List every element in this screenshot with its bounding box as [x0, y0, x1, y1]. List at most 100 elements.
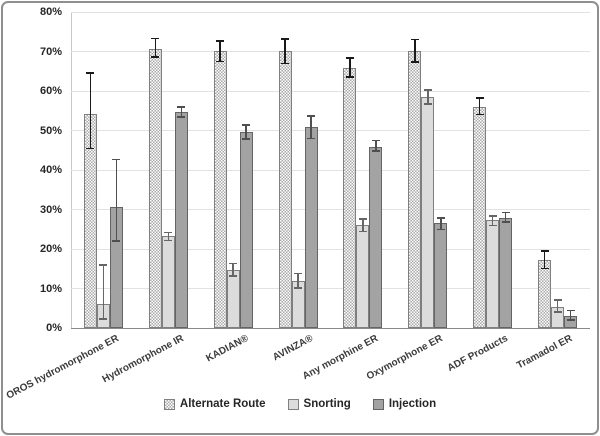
error-bar-line: [440, 217, 442, 231]
y-tick-label: 0%: [46, 322, 62, 334]
bar-injection: [304, 126, 318, 328]
error-bar: [294, 272, 303, 289]
error-bar-line: [232, 262, 234, 277]
error-bar: [229, 262, 238, 277]
gridline: [71, 51, 590, 52]
error-bar-line: [478, 97, 481, 116]
y-tick-label: 70%: [39, 45, 62, 58]
bar-snorting: [356, 224, 370, 328]
plot-area: [71, 11, 590, 329]
error-bar-line: [167, 231, 170, 242]
error-bar-line: [297, 272, 299, 289]
bar-injection: [499, 218, 513, 328]
error-bar: [177, 106, 186, 118]
error-bar: [488, 215, 497, 227]
y-tick-label: 40%: [39, 164, 62, 176]
gridline: [71, 288, 590, 289]
bar-snorting: [486, 220, 500, 328]
error-bar: [112, 158, 121, 242]
error-bar: [99, 264, 108, 320]
error-bar: [566, 309, 575, 321]
legend-item-injection: Injection: [372, 398, 437, 410]
y-tick-label: 30%: [39, 203, 62, 216]
x-axis-labels: OROS hydromorphone ER Hydromorphone IR KAD…: [0, 333, 600, 402]
gridline: [71, 248, 590, 250]
error-bar-line: [556, 299, 559, 313]
error-bar-line: [569, 309, 572, 321]
legend: Alternate Route Snorting Injection: [0, 398, 600, 410]
bar-alternate-route: [343, 68, 357, 328]
bar-alternate-route: [538, 260, 552, 328]
error-bar-line: [284, 38, 286, 65]
x-axis-line: [71, 327, 590, 329]
bar-injection: [239, 132, 253, 328]
bar-alternate-route: [408, 51, 422, 328]
error-bar-line: [362, 218, 364, 232]
error-bar: [86, 72, 95, 150]
gridline: [71, 130, 590, 131]
bar-alternate-route: [473, 106, 487, 328]
gridline: [71, 90, 590, 92]
legend-swatch-light: [287, 398, 299, 410]
y-tick-label: 80%: [39, 6, 62, 18]
error-bar-line: [310, 115, 312, 140]
gridline: [71, 11, 590, 13]
legend-label: Injection: [388, 398, 437, 410]
legend-swatch-crosshatch: [163, 398, 175, 410]
bar-injection: [369, 146, 383, 328]
error-bar: [345, 57, 354, 78]
legend-swatch-dark: [372, 398, 384, 410]
legend-item-alternate-route: Alternate Route: [163, 398, 266, 410]
y-tick-label: 10%: [39, 282, 62, 295]
error-bar: [164, 231, 173, 242]
error-bar-line: [491, 215, 494, 227]
bar-alternate-route: [278, 51, 292, 328]
bar-injection: [434, 222, 448, 328]
error-bar: [423, 89, 432, 105]
error-bar: [475, 97, 484, 116]
gridline: [71, 169, 590, 171]
y-axis-labels: 0% 10% 20% 30% 40% 50% 60% 70% 80%: [0, 6, 62, 334]
y-tick-label: 20%: [39, 243, 62, 255]
legend-label: Snorting: [303, 398, 351, 410]
bar-snorting: [161, 236, 175, 328]
legend-item-snorting: Snorting: [287, 398, 351, 410]
error-bar-line: [504, 211, 507, 223]
error-bar: [151, 37, 160, 58]
error-bar: [307, 115, 316, 140]
bar-alternate-route: [213, 51, 227, 328]
error-bar-line: [427, 89, 429, 105]
error-bar-line: [102, 264, 105, 320]
bar-alternate-route: [148, 49, 162, 328]
bar-snorting: [226, 269, 240, 328]
error-bar-line: [180, 106, 183, 118]
error-bar-line: [414, 38, 416, 63]
error-bar: [242, 124, 251, 140]
error-bar: [553, 299, 562, 313]
error-bar: [501, 211, 510, 223]
x-category-label: AVINZA®: [271, 333, 316, 364]
bar-alternate-route: [83, 113, 97, 328]
y-tick-label: 60%: [39, 85, 62, 97]
x-category-label: KADIAN®: [204, 333, 251, 365]
error-bar: [371, 139, 380, 152]
bar-snorting: [421, 96, 435, 328]
error-bar-line: [245, 124, 247, 140]
bar-injection: [174, 111, 188, 328]
gridline: [71, 209, 590, 210]
x-category-label: OROS hydromorphone ER: [4, 333, 121, 402]
error-bar: [540, 250, 549, 270]
error-bar: [216, 40, 225, 63]
x-category-label: ADF Products: [445, 333, 510, 375]
error-bar: [410, 38, 419, 63]
error-bar-line: [219, 40, 221, 63]
error-bar-line: [115, 158, 118, 242]
legend-label: Alternate Route: [179, 398, 266, 410]
error-bar-line: [89, 72, 92, 150]
error-bar-line: [349, 57, 351, 78]
y-tick-label: 50%: [39, 124, 62, 137]
error-bar-line: [154, 37, 157, 58]
error-bar: [281, 38, 290, 65]
error-bar-line: [543, 250, 546, 270]
